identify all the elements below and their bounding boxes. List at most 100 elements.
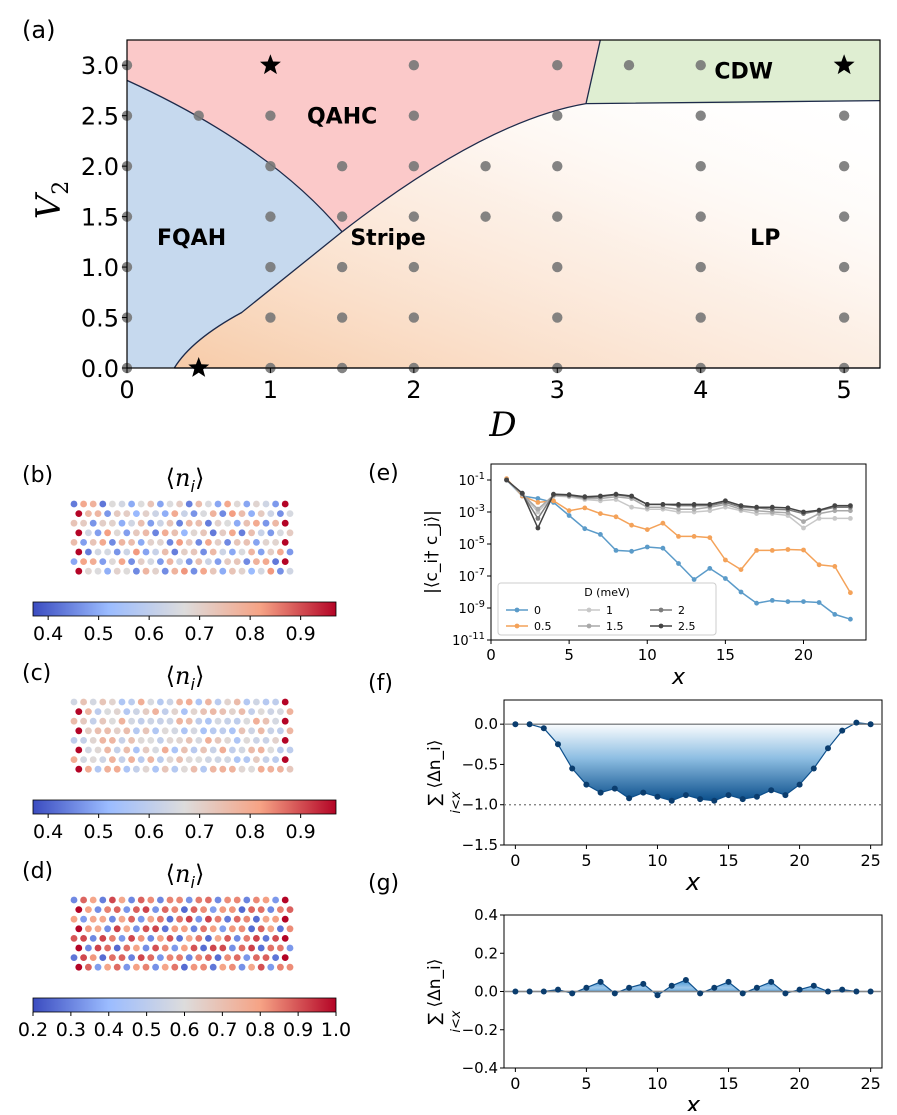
region-label-cdw: CDW (714, 59, 773, 84)
lattice-site (267, 765, 275, 773)
lattice-site (142, 765, 150, 773)
lattice-site (272, 558, 279, 565)
lattice-site (238, 548, 246, 556)
lattice-site (277, 925, 284, 933)
lattice-site (142, 906, 150, 913)
phase-point (408, 60, 420, 71)
lattice-site (80, 717, 87, 725)
lattice-site (286, 548, 294, 556)
data-point (739, 990, 746, 997)
lattice-site (161, 925, 169, 933)
lattice-site (224, 756, 232, 763)
colorbar-tick-label: 0.5 (132, 1019, 162, 1041)
lattice-site (185, 717, 193, 725)
lattice-site (233, 539, 241, 546)
lattice-site (75, 944, 83, 952)
panel-label: (d) (22, 859, 53, 884)
region-label-stripe: Stripe (350, 226, 425, 251)
series-point (691, 506, 697, 512)
lattice-site (70, 500, 78, 508)
lattice-site (257, 963, 265, 971)
lattice-site (190, 944, 198, 952)
region-label-fqah: FQAH (157, 226, 226, 251)
lattice-site (281, 915, 289, 923)
lattice-site (113, 906, 121, 913)
lattice-site (272, 915, 279, 923)
lattice-site (286, 727, 294, 735)
lattice-site (137, 717, 145, 725)
title-bracket: ⟩ (195, 860, 204, 888)
lattice-site (238, 963, 246, 971)
lattice-site (281, 954, 289, 961)
lattice-site (195, 698, 203, 706)
lattice-site (253, 558, 260, 565)
lattice-site (109, 935, 116, 942)
lattice-site (248, 944, 256, 952)
lattice-site (286, 944, 294, 952)
lattice-site (70, 717, 78, 725)
series-point (769, 548, 775, 553)
lattice-site (185, 500, 193, 508)
lattice-site (94, 925, 102, 933)
lattice-site (185, 896, 193, 904)
colorbar-tick-label: 0.8 (245, 1019, 275, 1041)
phase-point (480, 160, 491, 172)
lattice-site (75, 548, 83, 556)
lattice-site (118, 915, 126, 923)
phase-point (265, 312, 276, 323)
lattice-site (80, 756, 87, 763)
lattice-site (166, 558, 174, 565)
data-point (697, 990, 704, 997)
lattice-site (123, 765, 131, 773)
lattice-site (85, 567, 92, 575)
tick-base: 10 (458, 506, 475, 521)
colorbar (32, 799, 337, 815)
phase-point (838, 160, 850, 172)
lattice-site (142, 925, 150, 933)
lattice-site (219, 548, 227, 556)
lattice-site (224, 500, 232, 508)
lattice-site (205, 915, 212, 923)
series-point (535, 496, 541, 501)
lattice-site (89, 558, 97, 565)
series-point (535, 500, 541, 505)
lattice-site (205, 698, 212, 706)
series-point (644, 527, 650, 532)
lattice-site (272, 519, 279, 527)
lattice-site (190, 727, 198, 735)
data-point (697, 796, 704, 803)
lattice-site (219, 567, 227, 575)
x-axis-label-e: x (671, 665, 686, 690)
lattice-site (219, 944, 227, 952)
lattice-site (157, 954, 164, 961)
lattice-site (219, 765, 227, 773)
series-point (613, 548, 619, 553)
lattice-site (248, 746, 256, 754)
lattice-site (85, 765, 92, 773)
lattice-site (277, 963, 284, 971)
lattice-site (253, 698, 260, 706)
phase-point (552, 312, 563, 323)
lattice-site (205, 935, 212, 942)
lattice-site (99, 935, 107, 942)
series-point (676, 561, 681, 566)
lattice-site (205, 896, 212, 904)
lattice-site (262, 519, 270, 527)
lattice-site (224, 935, 232, 942)
lattice-site (209, 746, 217, 754)
series-point (644, 502, 650, 507)
lattice-site (185, 519, 193, 527)
lattice-site (75, 925, 83, 933)
lattice-site (94, 963, 102, 971)
lattice-site (147, 698, 155, 706)
lattice-site (89, 737, 97, 744)
lattice-site (152, 944, 160, 952)
data-point (668, 982, 675, 989)
lattice-site (176, 896, 184, 904)
lattice-site (137, 539, 145, 546)
lattice-site (75, 765, 83, 773)
x-tick-label: 0 (510, 851, 520, 870)
lattice-site (99, 756, 107, 763)
series-point (660, 520, 666, 526)
lattice-site (109, 756, 116, 763)
